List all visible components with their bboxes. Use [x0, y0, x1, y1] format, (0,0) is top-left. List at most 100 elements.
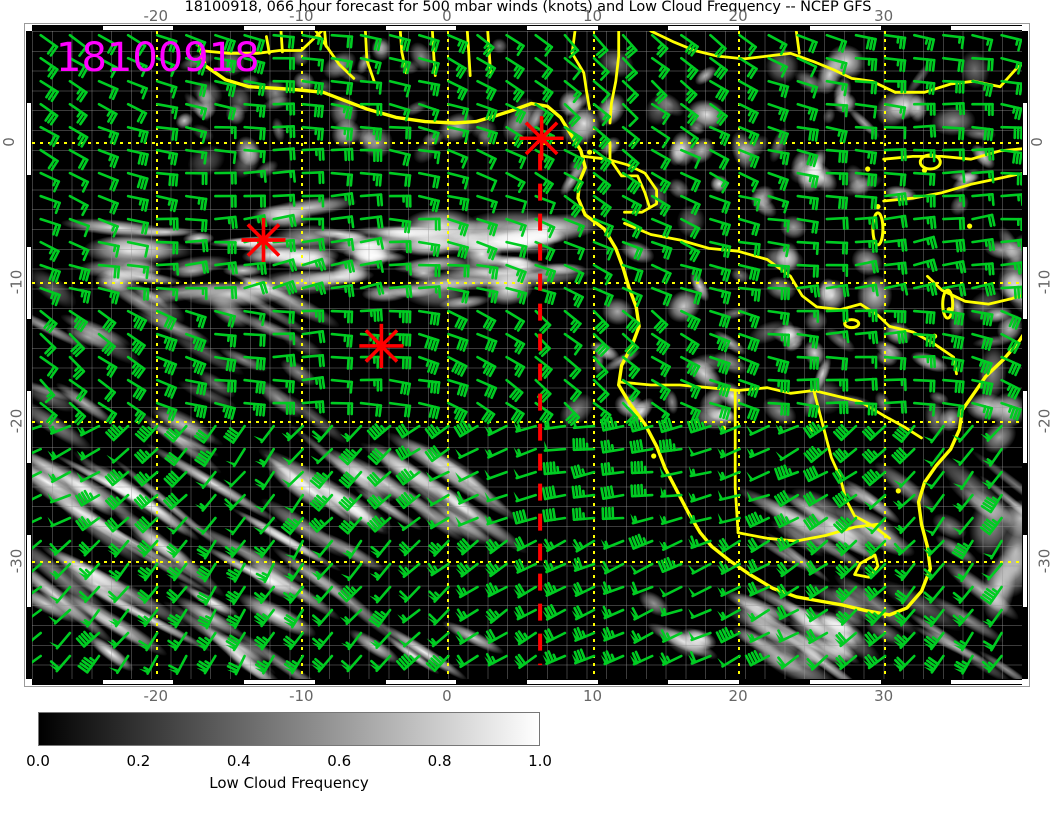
y-tick-right: -20 — [1035, 408, 1054, 434]
wind-barb — [272, 102, 296, 116]
wind-barb — [185, 309, 207, 329]
wind-barb — [563, 217, 585, 238]
wind-barb — [68, 332, 86, 358]
wind-barb — [912, 171, 936, 187]
wind-barb — [650, 240, 673, 260]
wind-barb — [563, 125, 583, 149]
wind-barb — [679, 286, 702, 305]
wind-barb — [476, 240, 498, 261]
wind-barb — [68, 56, 89, 79]
wind-barb — [39, 217, 62, 237]
wind-barb — [971, 147, 995, 161]
wind-barb — [709, 33, 727, 58]
wind-barb — [854, 33, 877, 51]
wind-barb — [301, 102, 325, 118]
asterisk-marker[interactable] — [359, 323, 404, 368]
wind-barb — [243, 169, 267, 183]
wind-barb — [621, 217, 643, 239]
wind-barb — [738, 286, 761, 302]
asterisk-marker[interactable] — [519, 116, 564, 161]
wind-barb — [126, 263, 150, 280]
wind-barb — [476, 33, 495, 58]
wind-barb — [359, 215, 384, 229]
wind-barb — [796, 125, 819, 142]
wind-barb — [214, 261, 238, 275]
wind-barb — [534, 79, 554, 103]
page-title: 18100918, 066 hour forecast for 500 mbar… — [184, 0, 872, 15]
wind-barb — [1000, 193, 1022, 207]
wind-barb — [942, 79, 965, 94]
x-tick-bottom: 30 — [874, 687, 894, 705]
wind-barb — [155, 240, 179, 255]
wind-barb — [621, 125, 641, 150]
wind-barb — [505, 33, 525, 57]
colorbar[interactable] — [38, 712, 540, 746]
wind-barb — [330, 125, 354, 141]
wind-barb — [563, 194, 583, 218]
wind-barb — [709, 125, 731, 147]
wind-barb — [330, 147, 354, 162]
wind-barb — [912, 235, 938, 250]
wind-barb — [883, 214, 908, 229]
wind-barb — [97, 309, 117, 333]
x-tick-bottom: -20 — [143, 687, 169, 705]
wind-barb — [709, 217, 731, 237]
wind-barb — [476, 217, 498, 237]
wind-barb — [447, 148, 469, 169]
wind-barb — [971, 309, 994, 327]
wind-barb — [97, 332, 116, 357]
wind-barb — [97, 125, 120, 146]
wind-barb — [825, 216, 849, 230]
wind-barb — [359, 260, 384, 273]
wind-barb — [767, 286, 791, 301]
wind-barb — [417, 263, 441, 278]
wind-barb — [679, 240, 701, 263]
wind-barb — [883, 148, 907, 162]
wind-barb — [738, 125, 760, 146]
wind-barb — [243, 79, 266, 97]
wind-barb — [39, 56, 59, 80]
wind-barb — [39, 79, 59, 103]
wind-barb — [912, 282, 938, 297]
wind-barb — [243, 56, 266, 75]
wind-barb — [971, 33, 994, 52]
wind-barb — [971, 79, 994, 98]
wind-barb — [126, 194, 149, 212]
colorbar-tick: 0.0 — [26, 752, 50, 770]
wind-barb — [738, 56, 758, 80]
wind-barb — [505, 263, 527, 284]
wind-barb — [563, 309, 582, 334]
asterisk-marker[interactable] — [241, 218, 286, 262]
wind-barb — [709, 240, 732, 259]
wind-barb — [359, 148, 383, 162]
wind-barb — [505, 148, 527, 169]
wind-barb — [679, 33, 699, 57]
wind-barb — [767, 217, 790, 233]
wind-barb — [272, 193, 296, 207]
wind-barb — [650, 194, 671, 217]
wind-barb — [417, 309, 441, 326]
wind-barb — [621, 240, 644, 261]
wind-barb — [796, 309, 820, 323]
wind-barb — [854, 171, 878, 187]
wind-barb — [214, 240, 237, 255]
wind-barb — [796, 217, 819, 234]
wind-barb — [679, 102, 699, 126]
map-canvas[interactable] — [32, 31, 1022, 679]
wind-barb — [97, 286, 120, 305]
wind-barb — [854, 283, 879, 297]
wind-barb — [825, 33, 848, 53]
wind-barb — [912, 215, 937, 230]
wind-barb — [942, 283, 967, 297]
wind-barb — [942, 194, 966, 208]
wind-barb — [534, 56, 554, 80]
wind-barb — [243, 194, 266, 208]
wind-barb — [505, 194, 528, 214]
x-tick-top: 0 — [442, 7, 452, 25]
wind-barb — [738, 240, 761, 257]
wind-barb — [359, 193, 384, 207]
colorbar-tick: 0.6 — [327, 752, 352, 770]
wind-barb — [417, 194, 441, 213]
wind-barb — [185, 33, 207, 54]
wind-barb — [447, 33, 469, 54]
